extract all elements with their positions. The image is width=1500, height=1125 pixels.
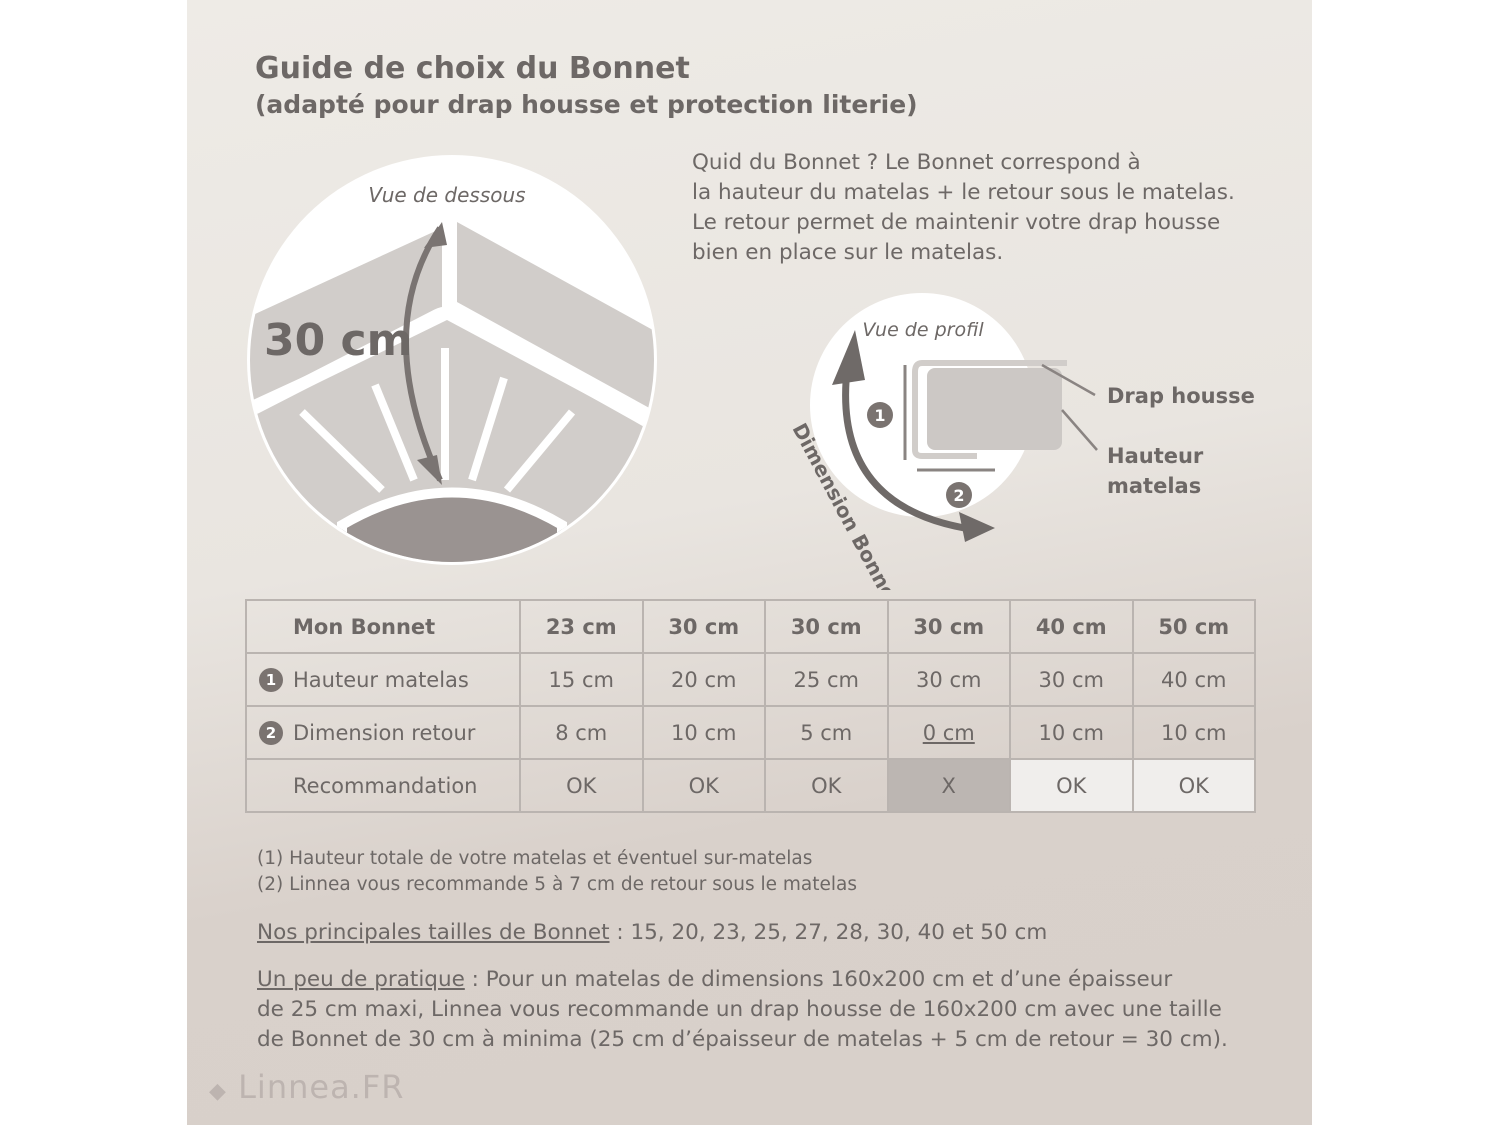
row-label: Recommandation	[245, 758, 521, 813]
guide-canvas: Guide de choix du Bonnet (adapté pour dr…	[187, 0, 1312, 1125]
cell: OK	[1009, 758, 1134, 813]
page-title: Guide de choix du Bonnet	[255, 51, 690, 86]
label-hauteur: Hauteur	[1107, 444, 1204, 468]
cell: 40 cm	[1131, 652, 1256, 707]
footnote-num: (2)	[257, 874, 284, 895]
profile-caption: Vue de profil	[862, 319, 984, 341]
cell: 8 cm	[519, 705, 644, 760]
practice-text: : Pour un matelas de dimensions 160x200 …	[464, 967, 1173, 992]
marker-1: 1	[874, 406, 885, 425]
measure-arrow-icon	[403, 226, 443, 482]
footnote-1: (1) Hauteur totale de votre matelas et é…	[257, 848, 812, 869]
marker-1: 1	[259, 668, 283, 692]
header-cell: 50 cm	[1131, 599, 1256, 654]
logo-text: Linnea.FR	[238, 1068, 405, 1106]
cell: OK	[1131, 758, 1256, 813]
cell: 0 cm	[886, 705, 1011, 760]
sizes-text: : 15, 20, 23, 25, 27, 28, 30, 40 et 50 c…	[609, 920, 1048, 945]
table-row: 2 Dimension retour 8 cm 10 cm 5 cm 0 cm 1…	[245, 705, 1256, 760]
intro-line: Le retour permet de maintenir votre drap…	[692, 210, 1221, 235]
cell: 25 cm	[764, 652, 889, 707]
measure-label: 30 cm	[264, 315, 412, 366]
label-matelas: matelas	[1107, 474, 1201, 498]
cell: 10 cm	[1009, 705, 1134, 760]
header-cell: 30 cm	[641, 599, 766, 654]
cell: OK	[764, 758, 889, 813]
logo-icon: ◆	[209, 1079, 227, 1104]
row-label: 1 Hauteur matelas	[245, 652, 521, 707]
sizes-paragraph: Nos principales tailles de Bonnet : 15, …	[257, 918, 1247, 948]
cell: 30 cm	[1009, 652, 1134, 707]
header-cell: Mon Bonnet	[245, 599, 521, 654]
cell: 20 cm	[641, 652, 766, 707]
bonnet-arrow-icon	[842, 369, 978, 534]
marker-2: 2	[953, 486, 964, 505]
header-cell: 23 cm	[519, 599, 644, 654]
sizes-label: Nos principales tailles de Bonnet	[257, 920, 610, 945]
footnote-2: (2) Linnea vous recommande 5 à 7 cm de r…	[257, 874, 857, 895]
bottom-view-caption: Vue de dessous	[368, 183, 525, 207]
intro-text: Quid du Bonnet ? Le Bonnet correspond à …	[692, 148, 1252, 268]
intro-line: Quid du Bonnet ? Le Bonnet correspond à	[692, 150, 1141, 175]
row-label-text: Hauteur matelas	[293, 667, 469, 692]
label-drap-housse: Drap housse	[1107, 384, 1255, 408]
practice-line: de Bonnet de 30 cm à minima (25 cm d’épa…	[257, 1027, 1228, 1052]
header-cell: 30 cm	[886, 599, 1011, 654]
practice-line: de 25 cm maxi, Linnea vous recommande un…	[257, 997, 1222, 1022]
bottom-view-diagram: 30 cm Vue de dessous	[247, 155, 657, 565]
footnote-text: Hauteur totale de votre matelas et évent…	[289, 848, 813, 869]
footnote-num: (1)	[257, 848, 284, 869]
cell: 10 cm	[1131, 705, 1256, 760]
row-label-text: Dimension retour	[293, 720, 476, 745]
table-row: 1 Hauteur matelas 15 cm 20 cm 25 cm 30 cm…	[245, 652, 1256, 707]
cell: OK	[641, 758, 766, 813]
intro-line: la hauteur du matelas + le retour sous l…	[692, 180, 1235, 205]
table-header-row: Mon Bonnet 23 cm 30 cm 30 cm 30 cm 40 cm…	[245, 599, 1256, 654]
row-label: 2 Dimension retour	[245, 705, 521, 760]
linnea-logo: ◆ Linnea.FR	[209, 1068, 404, 1106]
cell: 10 cm	[641, 705, 766, 760]
profile-view-diagram: Vue de profil 1 2 Drap housse Hauteur ma…	[788, 293, 1255, 590]
cell: 5 cm	[764, 705, 889, 760]
cell-rejected: X	[886, 758, 1011, 813]
intro-line: bien en place sur le matelas.	[692, 240, 1004, 265]
cell: 15 cm	[519, 652, 644, 707]
page-subtitle: (adapté pour drap housse et protection l…	[255, 90, 918, 119]
footnote-text: Linnea vous recommande 5 à 7 cm de retou…	[289, 874, 857, 895]
marker-2: 2	[259, 721, 283, 745]
practice-label: Un peu de pratique	[257, 967, 465, 992]
bonnet-table: Mon Bonnet 23 cm 30 cm 30 cm 30 cm 40 cm…	[245, 599, 1256, 813]
table-row: Recommandation OK OK OK X OK OK	[245, 758, 1256, 813]
header-cell: 30 cm	[764, 599, 889, 654]
cell: OK	[519, 758, 644, 813]
header-cell: 40 cm	[1009, 599, 1134, 654]
practice-paragraph: Un peu de pratique : Pour un matelas de …	[257, 965, 1247, 1055]
cell: 30 cm	[886, 652, 1011, 707]
